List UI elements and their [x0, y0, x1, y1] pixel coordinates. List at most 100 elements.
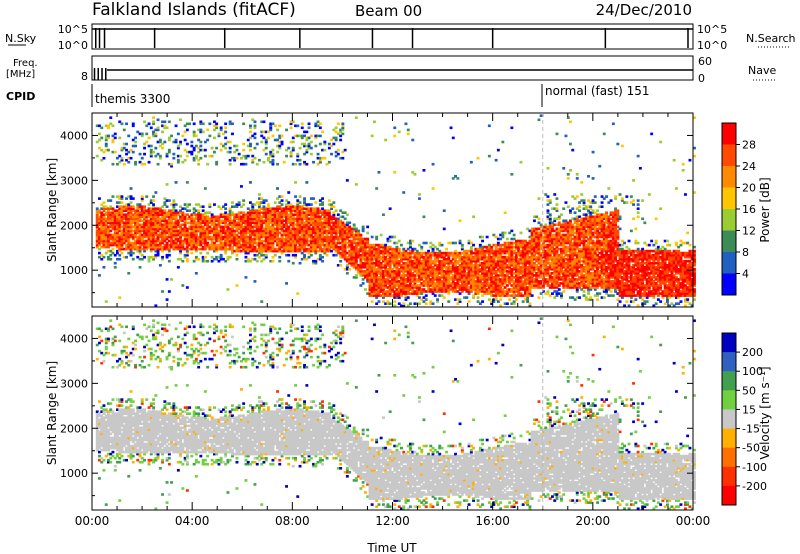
- power-cell: [366, 266, 370, 269]
- power-cell: [296, 221, 300, 225]
- power-cell: [325, 162, 329, 166]
- power-cell: [219, 243, 223, 247]
- power-cell: [373, 276, 376, 279]
- power-cell: [487, 154, 491, 158]
- power-cell: [210, 154, 214, 158]
- power-cell: [305, 231, 309, 235]
- power-cell: [262, 205, 266, 208]
- power-cell: [172, 199, 176, 202]
- power-cell: [163, 247, 167, 251]
- power-cell: [395, 251, 399, 255]
- power-cell: [255, 215, 259, 219]
- power-cell: [213, 245, 216, 249]
- power-cell: [199, 217, 203, 221]
- power-cell: [140, 211, 144, 214]
- power-cell: [377, 245, 381, 249]
- power-cell: [465, 296, 469, 299]
- power-cell: [122, 247, 126, 251]
- power-cell: [323, 219, 327, 223]
- power-cell: [271, 227, 275, 231]
- power-cell: [253, 239, 257, 243]
- power-cell: [226, 235, 230, 239]
- power-cell: [242, 199, 246, 202]
- power-cell: [136, 225, 140, 229]
- power-cell: [170, 164, 173, 168]
- power-cell: [246, 259, 250, 263]
- power-cell: [138, 266, 142, 269]
- power-cell: [140, 233, 144, 237]
- power-cell: [145, 132, 149, 136]
- power-cell: [323, 231, 327, 235]
- power-cell: [185, 181, 189, 184]
- power-cell: [107, 217, 110, 221]
- power-cell: [386, 270, 390, 273]
- power-cell: [147, 122, 151, 126]
- power-cell: [134, 227, 137, 231]
- power-cell: [253, 247, 257, 251]
- power-cell: [208, 203, 212, 206]
- power-cell: [208, 247, 212, 251]
- power-cell: [190, 245, 194, 249]
- power-cell: [273, 247, 277, 251]
- power-cell: [278, 237, 282, 241]
- power-cell: [323, 227, 327, 231]
- power-cell: [185, 122, 189, 126]
- power-cell: [375, 251, 379, 255]
- power-cell: [152, 229, 155, 233]
- power-cell: [285, 205, 288, 208]
- power-cell: [206, 217, 210, 221]
- freq-label-1: Freq.: [13, 58, 38, 69]
- power-cell: [361, 229, 365, 233]
- power-cell: [364, 249, 367, 253]
- power-cell: [431, 302, 435, 305]
- power-cell: [386, 253, 390, 257]
- power-cell: [316, 134, 320, 138]
- power-cell: [116, 195, 119, 198]
- power-cell: [343, 229, 347, 233]
- power-cell: [95, 239, 99, 243]
- power-cell: [179, 247, 182, 251]
- power-cell: [253, 280, 257, 283]
- power-cell: [95, 140, 99, 144]
- power-cell: [131, 197, 135, 200]
- power-cell: [357, 247, 361, 251]
- power-cell: [357, 243, 361, 247]
- power-cell: [289, 231, 293, 235]
- power-cell: [300, 243, 304, 247]
- power-cell: [508, 298, 512, 301]
- power-cell: [152, 120, 155, 124]
- power-cell: [343, 245, 347, 249]
- power-cell: [336, 148, 340, 152]
- power-cell: [321, 209, 324, 212]
- power-cell: [318, 126, 322, 130]
- power-cell: [321, 227, 324, 231]
- power-cell: [341, 132, 345, 136]
- noise-left-label: N.Sky: [5, 32, 37, 45]
- power-cell: [98, 221, 101, 225]
- power-cell: [107, 233, 110, 237]
- power-cell: [327, 231, 331, 235]
- power-cell: [503, 211, 507, 214]
- power-cell: [391, 294, 394, 297]
- power-cell: [113, 233, 117, 237]
- power-cell: [156, 152, 160, 156]
- power-cell: [251, 245, 255, 249]
- power-cell: [118, 215, 122, 219]
- power-cell: [294, 247, 297, 251]
- power-cell: [203, 247, 207, 251]
- power-cell: [291, 221, 295, 225]
- power-cell: [190, 227, 194, 231]
- power-cell: [217, 134, 221, 138]
- power-cell: [316, 221, 320, 225]
- power-cell: [138, 241, 142, 245]
- power-cell: [258, 251, 261, 255]
- power-cell: [111, 215, 115, 219]
- power-cell: [384, 266, 388, 269]
- power-cell: [296, 213, 300, 216]
- power-cell: [343, 251, 347, 255]
- power-cell: [373, 255, 376, 259]
- power-cell: [185, 286, 189, 289]
- power-cell: [366, 251, 370, 255]
- power-cell: [163, 120, 167, 124]
- power-cell: [312, 259, 315, 263]
